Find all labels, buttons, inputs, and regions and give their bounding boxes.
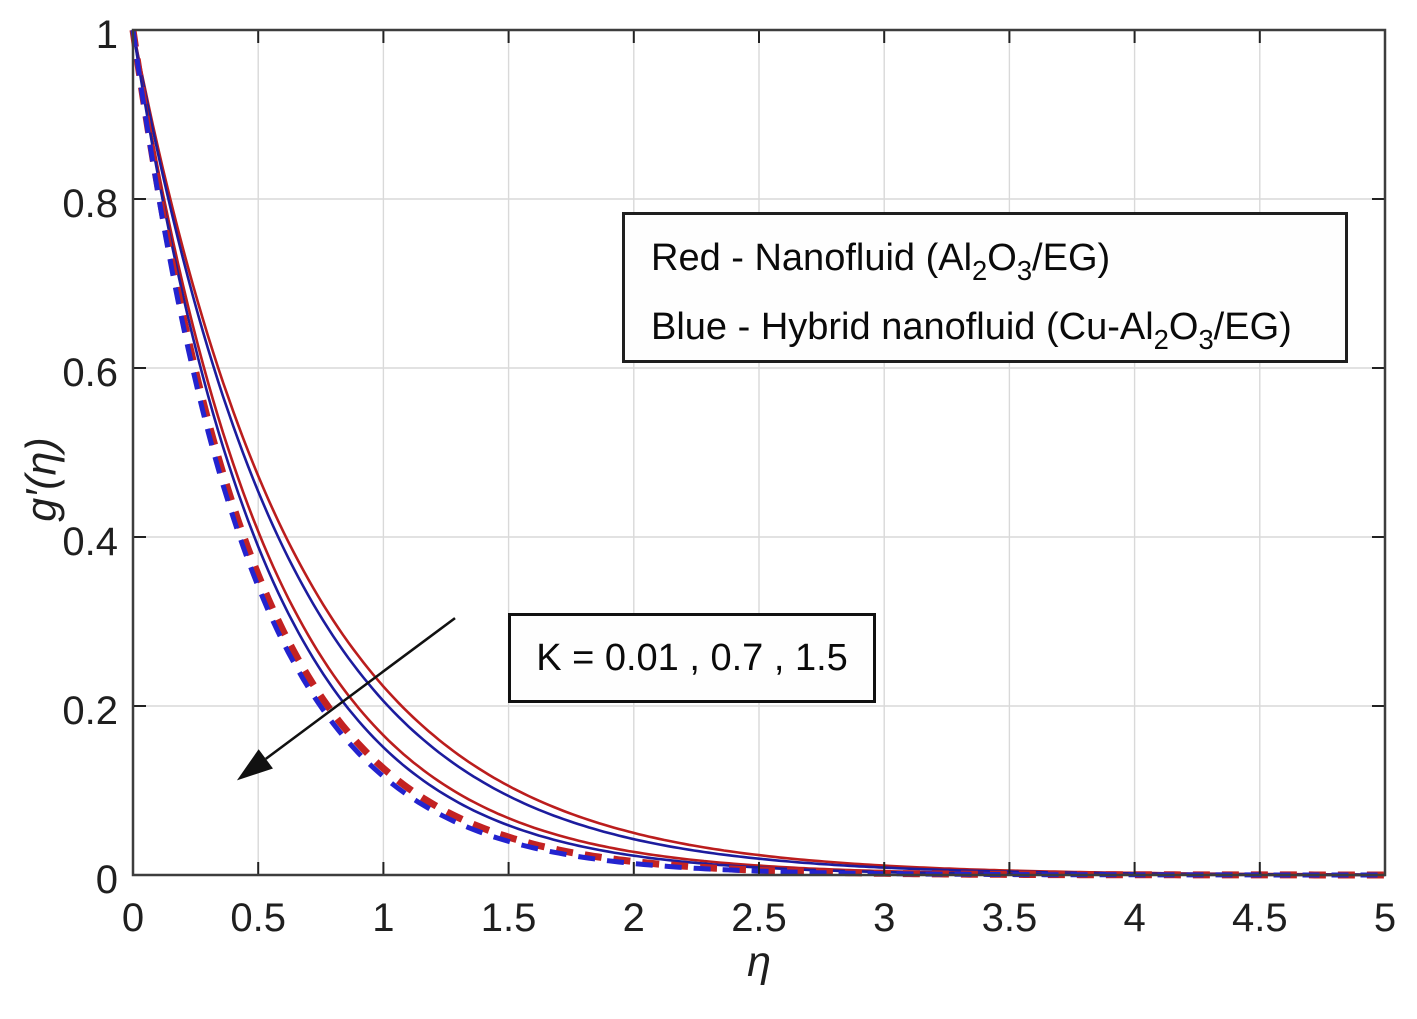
k-direction-arrow: [236, 617, 456, 781]
subscript-text: 2: [972, 255, 988, 287]
subscript-text: 3: [1016, 255, 1033, 287]
text-run: /EG): [1032, 237, 1111, 279]
k-annotation-box: K = 0.01 , 0.7 , 1.5: [508, 613, 876, 703]
legend-box: Red - Nanofluid (Al2O3/EG) Blue - Hybrid…: [622, 212, 1348, 363]
x-tick-label: 1: [372, 896, 395, 940]
x-tick-label: 1.5: [480, 896, 537, 940]
x-tick-label: 5: [1373, 896, 1397, 940]
text-run: O: [1168, 306, 1199, 348]
x-tick-label: 2: [622, 896, 645, 940]
legend-line-blue: Blue - Hybrid nanofluid (Cu-Al2O3/EG): [651, 294, 1345, 363]
k-annotation-text: K = 0.01 , 0.7 , 1.5: [536, 636, 848, 679]
x-tick-label: 0.5: [230, 896, 286, 940]
arrow-shaft: [265, 617, 456, 760]
legend-line-red: Red - Nanofluid (Al2O3/EG): [651, 225, 1345, 294]
text-run: Blue - Hybrid nanofluid (Cu-Al: [651, 306, 1154, 348]
arrow-head: [236, 749, 273, 781]
x-tick-label: 3: [873, 896, 896, 940]
y-tick-label: 0: [95, 858, 118, 902]
y-tick-label: 0.6: [62, 351, 118, 395]
y-tick-label: 0.4: [62, 520, 118, 564]
y-axis-label: g′(η): [17, 437, 66, 522]
x-axis-label: η: [747, 938, 771, 986]
y-tick-label: 0.2: [62, 689, 118, 733]
gridlines: [133, 30, 1385, 875]
text-run: /EG): [1213, 306, 1292, 348]
y-tick-label: 0.8: [62, 182, 118, 226]
text-run: Red - Nanofluid (Al: [651, 237, 973, 279]
x-tick-label: 3.5: [981, 896, 1038, 940]
x-tick-label: 2.5: [731, 896, 787, 940]
y-tick-label: 1: [95, 13, 118, 57]
subscript-text: 2: [1153, 324, 1169, 356]
x-tick-label: 0: [121, 896, 145, 940]
subscript-text: 3: [1198, 324, 1214, 356]
x-tick-label: 4: [1123, 896, 1146, 940]
plot-border: [131, 28, 1387, 877]
text-run: O: [987, 237, 1017, 279]
x-tick-label: 4.5: [1231, 896, 1288, 940]
